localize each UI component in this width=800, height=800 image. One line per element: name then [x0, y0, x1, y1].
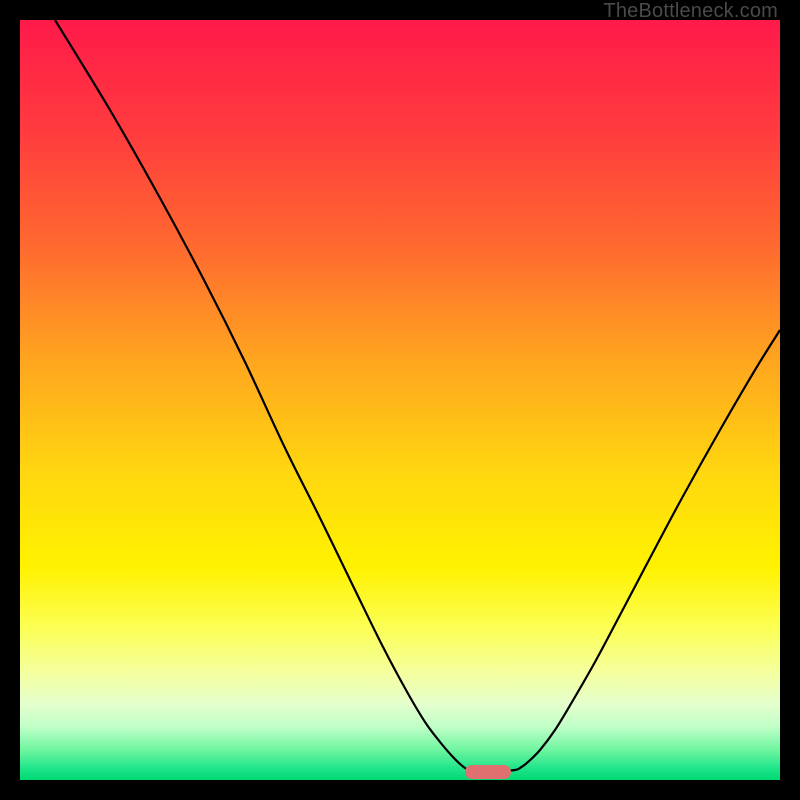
watermark-text: TheBottleneck.com	[603, 0, 778, 23]
optimal-marker	[465, 765, 511, 779]
bottleneck-curve	[20, 20, 780, 780]
plot-area	[20, 20, 780, 780]
chart-container: TheBottleneck.com	[0, 0, 800, 800]
